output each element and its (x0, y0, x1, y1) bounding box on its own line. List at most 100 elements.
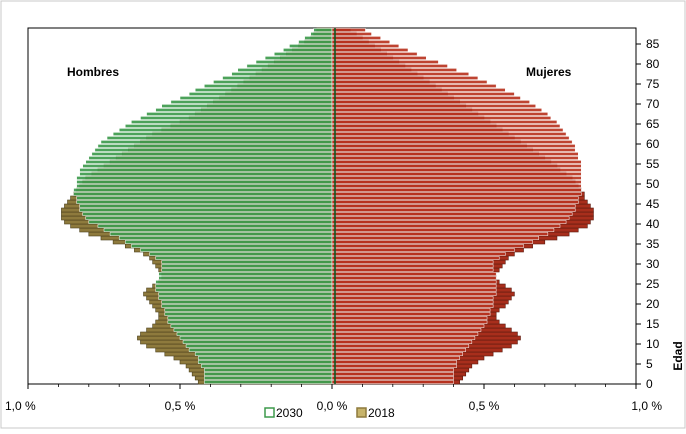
bar-2030-male (273, 52, 333, 56)
bar-2030-female (331, 332, 479, 336)
bar-2030-female (331, 76, 479, 80)
y-tick-label: 60 (646, 137, 660, 151)
y-tick-label: 30 (646, 257, 660, 271)
bar-2030-male (155, 280, 333, 284)
bar-2030-female (331, 80, 488, 84)
bar-2030-male (161, 304, 333, 308)
bar-2030-male (103, 228, 333, 232)
bar-2030-female (331, 164, 582, 168)
bar-2030-female (331, 348, 467, 352)
bar-2030-male (213, 80, 333, 84)
bar-2030-female (331, 340, 473, 344)
annotation-hombres: Hombres (67, 65, 119, 79)
bar-2030-female (331, 260, 494, 264)
bar-2030-male (164, 308, 333, 312)
bar-2030-male (158, 292, 333, 296)
bar-2030-female (331, 40, 391, 44)
bar-2030-male (176, 332, 333, 336)
bar-2030-female (331, 376, 454, 380)
bar-2030-female (331, 192, 582, 196)
bar-2030-male (197, 360, 333, 364)
bar-2030-female (331, 352, 463, 356)
bar-2030-female (331, 204, 576, 208)
bar-2030-female (331, 68, 457, 72)
bar-2030-female (331, 176, 582, 180)
bar-2030-female (331, 92, 515, 96)
bar-2030-male (131, 120, 333, 124)
x-axis-ticks: 1,0 % 0,5 % 0,0 % 0,5 % 1,0 % (5, 384, 662, 413)
legend-label-2018: 2018 (368, 406, 395, 420)
bar-2030-female (331, 308, 491, 312)
bar-2030-female (331, 304, 494, 308)
bar-2030-female (331, 264, 494, 268)
bar-2030-female (331, 364, 457, 368)
bar-2030-male (231, 72, 333, 76)
bar-2030-female (331, 104, 536, 108)
bar-2030-male (140, 116, 333, 120)
y-axis-label: Edad (671, 341, 685, 370)
bar-2030-male (204, 380, 333, 384)
bar-2030-male (179, 96, 333, 100)
bar-2030-female (331, 240, 533, 244)
x-tick-label: 0,0 % (317, 399, 348, 413)
bar-2030-female (331, 168, 582, 172)
bar-2030-male (246, 64, 333, 68)
bar-2030-male (158, 276, 333, 280)
bar-2030-female (331, 368, 454, 372)
bar-2030-female (331, 344, 470, 348)
bar-2030-male (118, 236, 333, 240)
bar-2030-male (88, 220, 333, 224)
bar-2030-male (146, 112, 333, 116)
y-tick-label: 40 (646, 217, 660, 231)
y-tick-label: 65 (646, 117, 660, 131)
bar-2030-male (76, 200, 333, 204)
bar-2030-male (155, 288, 333, 292)
bar-2030-female (331, 316, 488, 320)
bar-2030-male (289, 44, 333, 48)
bar-2030-female (331, 112, 549, 116)
bar-2030-male (194, 352, 333, 356)
bar-2030-female (331, 244, 524, 248)
bar-2030-female (331, 288, 497, 292)
y-tick-label: 5 (646, 357, 653, 371)
bar-2030-male (155, 284, 333, 288)
bar-2030-male (201, 364, 333, 368)
bar-2030-male (158, 272, 333, 276)
bar-2030-male (161, 260, 333, 264)
bar-2030-male (73, 188, 333, 192)
y-tick-label: 0 (646, 377, 653, 391)
bar-2030-male (304, 36, 333, 40)
bar-2030-female (331, 256, 500, 260)
bar-2030-male (161, 264, 333, 268)
legend-label-2030: 2030 (276, 406, 303, 420)
bar-2030-male (204, 376, 333, 380)
bar-2030-male (76, 180, 333, 184)
bar-2030-female (331, 156, 579, 160)
bar-2030-female (331, 324, 485, 328)
bar-2030-male (79, 172, 333, 176)
bar-2030-male (155, 256, 333, 260)
bar-2030-male (164, 312, 333, 316)
bar-2030-male (194, 88, 333, 92)
bar-2030-female (331, 372, 454, 376)
bar-2030-male (79, 208, 333, 212)
bar-2030-male (82, 164, 333, 168)
bar-2030-male (85, 160, 333, 164)
y-tick-label: 15 (646, 317, 660, 331)
bar-2030-female (331, 196, 579, 200)
bar-2030-male (88, 156, 333, 160)
bar-2030-female (331, 276, 497, 280)
bar-2030-female (331, 52, 418, 56)
bar-2030-male (167, 316, 333, 320)
y-tick-label: 10 (646, 337, 660, 351)
bar-2030-female (331, 336, 476, 340)
bar-2030-male (298, 40, 333, 44)
bar-2030-female (331, 272, 497, 276)
bar-2030-male (149, 252, 333, 256)
bar-2030-female (331, 300, 494, 304)
bar-2030-male (283, 48, 333, 52)
bar-2030-male (197, 356, 333, 360)
x-tick-label: 1,0 % (5, 399, 36, 413)
